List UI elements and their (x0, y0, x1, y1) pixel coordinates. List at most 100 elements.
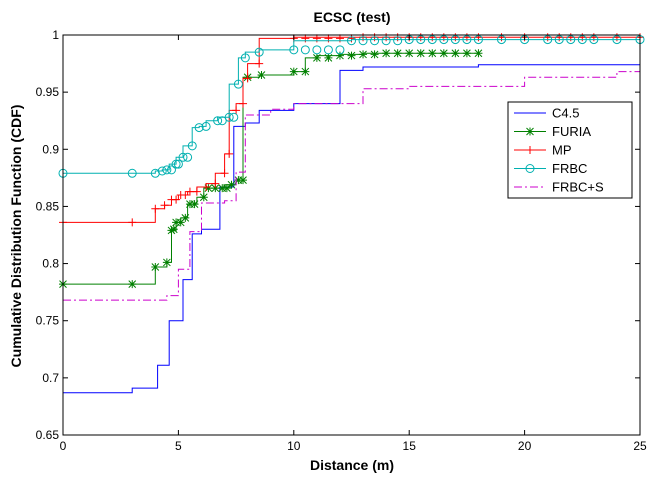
legend: C4.5 FURIA MP FRBC FRBC+S (507, 101, 633, 199)
data-point (202, 183, 211, 191)
data-point (393, 49, 402, 58)
data-point (160, 201, 169, 210)
data-point (347, 51, 356, 60)
data-point (234, 176, 243, 185)
data-point (227, 180, 236, 189)
data-point (194, 123, 204, 133)
legend-entry: FRBC+S (514, 180, 604, 195)
legend-entry: FRBC (514, 161, 587, 176)
axes-layer: 0 5 10 15 20 25 0.65 0.7 0.75 0.8 0.85 0.9 0.95 1 (36, 28, 647, 453)
data-point (218, 184, 227, 193)
data-point (181, 191, 190, 199)
data-point (370, 36, 380, 46)
data-point (128, 218, 137, 227)
data-point (190, 200, 199, 209)
data-point (335, 45, 345, 55)
x-tick-label: 20 (518, 439, 532, 453)
data-point (157, 166, 167, 176)
data-point (439, 35, 449, 45)
legend-entry: FURIA (514, 124, 591, 139)
data-point (232, 106, 241, 115)
data-point (462, 49, 471, 58)
data-point (185, 187, 194, 196)
data-point (393, 36, 403, 46)
y-axis-title: Cumulative Distribution Function (CDF) (8, 105, 24, 368)
data-point (176, 218, 185, 227)
data-point (185, 200, 194, 209)
data-point (239, 176, 248, 185)
x-tick-label: 15 (403, 439, 417, 453)
data-point (427, 35, 437, 45)
data-point (127, 168, 137, 178)
data-point (289, 67, 298, 76)
x-tick-label: 25 (633, 439, 647, 453)
data-point (233, 79, 243, 89)
data-point (240, 53, 250, 63)
data-point (172, 195, 181, 204)
data-point (254, 47, 264, 57)
data-point (162, 165, 172, 175)
data-point (473, 35, 483, 45)
data-point (439, 49, 448, 58)
legend-marker (526, 146, 534, 154)
data-point (300, 45, 310, 55)
data-point (255, 59, 264, 68)
legend-label: FURIA (552, 124, 591, 139)
y-tick-label: 0.9 (42, 142, 59, 156)
data-point (566, 35, 576, 45)
data-point (370, 50, 379, 59)
data-point (324, 53, 333, 62)
data-point (451, 49, 460, 58)
legend-label: FRBC (552, 161, 587, 176)
data-point (187, 141, 197, 151)
data-point (192, 187, 201, 196)
y-tick-label: 0.85 (36, 199, 60, 213)
data-point (416, 35, 426, 45)
legend-entry: C4.5 (514, 106, 579, 121)
data-point (128, 280, 137, 289)
data-point (416, 49, 425, 58)
series-frbc-s (63, 71, 640, 301)
data-point (178, 152, 188, 162)
data-point (201, 121, 211, 131)
legend-entry: MP (514, 143, 572, 158)
x-tick-label: 5 (175, 439, 182, 453)
data-point (166, 165, 176, 175)
data-point (462, 35, 472, 45)
data-point (497, 35, 507, 45)
y-tick-label: 0.75 (36, 314, 60, 328)
x-tick-label: 10 (287, 439, 301, 453)
data-point (450, 35, 460, 45)
data-point (151, 204, 160, 213)
data-point (217, 116, 227, 126)
plot-area (63, 35, 640, 435)
data-point (312, 45, 322, 55)
data-point (289, 45, 299, 55)
data-point (543, 35, 553, 45)
data-point (169, 225, 178, 234)
y-tick-label: 0.8 (42, 257, 59, 271)
y-tick-label: 0.7 (42, 371, 59, 385)
data-point (554, 35, 564, 45)
data-point (224, 112, 234, 122)
data-point (167, 226, 176, 235)
data-point (358, 36, 368, 46)
y-tick-label: 0.95 (36, 85, 60, 99)
series-line (63, 71, 640, 301)
data-point (301, 67, 310, 76)
data-point (405, 49, 414, 58)
data-point (612, 35, 622, 45)
data-point (323, 45, 333, 55)
data-point (225, 149, 234, 158)
legend-label: C4.5 (552, 106, 579, 121)
y-tick-label: 0.65 (36, 428, 60, 442)
data-point (220, 169, 229, 178)
data-point (382, 49, 391, 58)
data-point (211, 184, 220, 193)
x-tick-label: 0 (60, 439, 67, 453)
data-point (204, 184, 213, 193)
data-point (381, 36, 391, 46)
data-point (359, 50, 368, 59)
data-point (347, 36, 356, 46)
